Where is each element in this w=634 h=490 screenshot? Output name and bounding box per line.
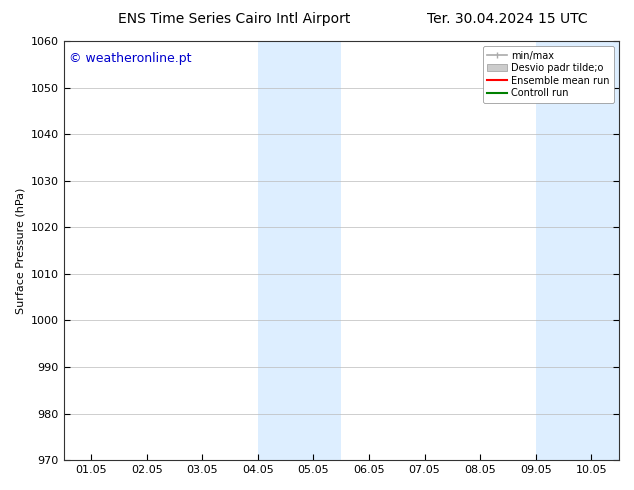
Bar	[258, 41, 341, 460]
Y-axis label: Surface Pressure (hPa): Surface Pressure (hPa)	[15, 187, 25, 314]
Text: Ter. 30.04.2024 15 UTC: Ter. 30.04.2024 15 UTC	[427, 12, 588, 26]
Text: © weatheronline.pt: © weatheronline.pt	[69, 51, 191, 65]
Legend: min/max, Desvio padr tilde;o, Ensemble mean run, Controll run: min/max, Desvio padr tilde;o, Ensemble m…	[482, 46, 614, 103]
Bar	[536, 41, 619, 460]
Text: ENS Time Series Cairo Intl Airport: ENS Time Series Cairo Intl Airport	[119, 12, 351, 26]
